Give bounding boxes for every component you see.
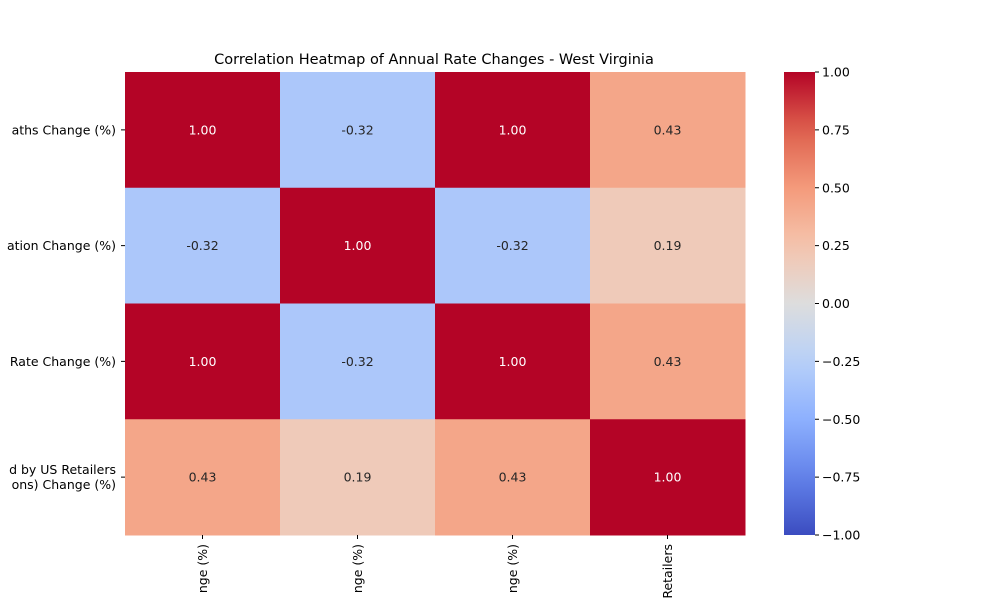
column-labels: nge (%) nge (%) nge (%) Retailers <box>195 535 675 599</box>
row-labels: aths Change (%) ation Change (%) Rate Chan… <box>7 122 125 492</box>
heatmap-cell <box>435 187 591 304</box>
heatmap-cell <box>590 72 746 189</box>
cell-value-label: 1.00 <box>499 122 527 137</box>
heatmap-cell <box>280 303 436 420</box>
heatmap-cell <box>125 303 281 420</box>
heatmap-cell <box>435 72 591 189</box>
cell-value-label: 0.19 <box>344 470 372 485</box>
colorbar-tick-label: 0.00 <box>822 296 850 311</box>
colorbar: 1.00 0.75 0.50 0.25 0.00 −0.25 −0.50 −0.75 −1.00 <box>784 65 860 543</box>
cell-value-label: 1.00 <box>189 354 217 369</box>
colorbar-tick-label: 1.00 <box>822 65 850 80</box>
cell-value-label: 0.43 <box>654 354 682 369</box>
cell-value-label: 0.19 <box>654 238 682 253</box>
row-label: ons) Change (%) <box>12 477 116 492</box>
cell-value-label: -0.32 <box>496 238 528 253</box>
cell-value-label: 0.43 <box>499 470 527 485</box>
heatmap-cell <box>280 419 436 536</box>
heatmap-cells: 1.00 -0.32 1.00 0.43 -0.32 1.00 -0.32 0.19 1.00 -… <box>125 72 746 536</box>
heatmap-cell <box>590 303 746 420</box>
heatmap-cell <box>590 419 746 536</box>
heatmap-cell <box>435 419 591 536</box>
cell-value-label: -0.32 <box>341 354 373 369</box>
colorbar-tick-label: 0.25 <box>822 238 850 253</box>
column-label: nge (%) <box>195 544 210 593</box>
cell-value-label: 1.00 <box>499 354 527 369</box>
row-label: aths Change (%) <box>12 122 116 137</box>
row-label: Rate Change (%) <box>10 354 116 369</box>
cell-value-label: 0.43 <box>189 470 217 485</box>
chart-title: Correlation Heatmap of Annual Rate Chang… <box>214 52 654 68</box>
colorbar-tick-label: −1.00 <box>822 528 860 543</box>
colorbar-tick-label: −0.25 <box>822 354 860 369</box>
cell-value-label: -0.32 <box>186 238 218 253</box>
colorbar-tick-label: −0.75 <box>822 470 860 485</box>
cell-value-label: 1.00 <box>654 470 682 485</box>
column-label: nge (%) <box>350 544 365 593</box>
heatmap-cell <box>590 187 746 304</box>
heatmap-cell <box>125 72 281 189</box>
colorbar-tick-label: −0.50 <box>822 412 860 427</box>
heatmap-cell <box>435 303 591 420</box>
cell-value-label: 0.43 <box>654 122 682 137</box>
row-label: d by US Retailers <box>9 462 116 477</box>
row-label: ation Change (%) <box>7 238 116 253</box>
heatmap-cell <box>280 72 436 189</box>
heatmap-cell <box>280 187 436 304</box>
colorbar-gradient <box>784 72 815 535</box>
colorbar-ticks: 1.00 0.75 0.50 0.25 0.00 −0.25 −0.50 −0.75 −1.00 <box>815 65 860 543</box>
colorbar-tick-label: 0.50 <box>822 180 850 195</box>
column-label: nge (%) <box>505 544 520 593</box>
cell-value-label: 1.00 <box>189 122 217 137</box>
heatmap-cell <box>125 187 281 304</box>
cell-value-label: 1.00 <box>344 238 372 253</box>
heatmap-cell <box>125 419 281 536</box>
column-label: Retailers <box>660 544 675 599</box>
colorbar-tick-label: 0.75 <box>822 122 850 137</box>
cell-value-label: -0.32 <box>341 122 373 137</box>
